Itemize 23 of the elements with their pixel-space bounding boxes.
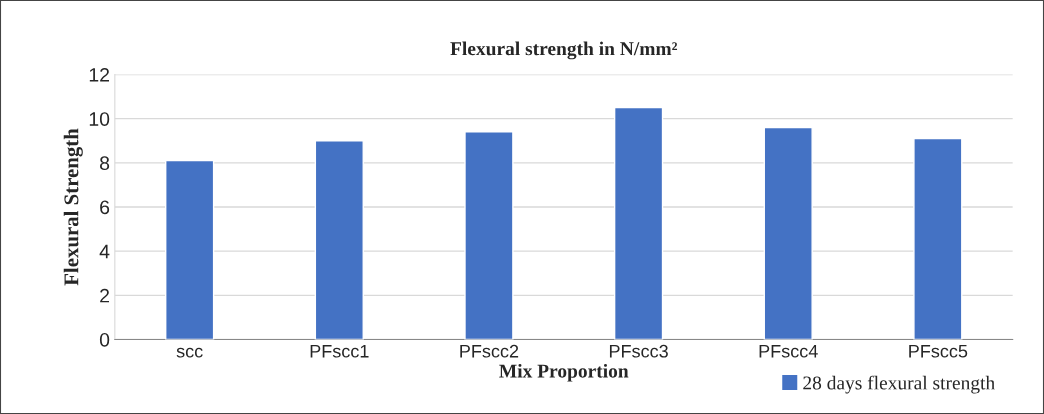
bar (613, 106, 664, 340)
y-tick-label: 8 (100, 156, 110, 171)
x-axis-title: Mix Proportion (499, 363, 629, 382)
x-tick-label: PFscc5 (909, 345, 968, 358)
x-tick-label: PFscc2 (460, 344, 519, 358)
bar (314, 140, 364, 340)
x-tick-label: PFscc4 (759, 345, 818, 358)
y-axis-title: Flexural Strength (63, 128, 83, 286)
legend-label: 28 days flexural strength (803, 375, 995, 394)
y-tick-label: 12 (89, 67, 109, 82)
x-tick-label: PFscc1 (310, 345, 369, 358)
bar (165, 159, 215, 340)
bar (763, 126, 813, 340)
x-tick-label: scc (176, 347, 203, 358)
y-tick-label: 6 (100, 200, 110, 215)
y-tick-label: 10 (89, 112, 110, 126)
bar (464, 131, 514, 340)
chart-title: Flexural strength in N/mm² (450, 41, 678, 60)
y-tick-label: 0 (99, 332, 110, 347)
x-tick-label: PFscc3 (609, 344, 668, 358)
y-tick-label: 2 (100, 288, 109, 303)
bar (913, 137, 963, 340)
y-tick-label: 4 (99, 244, 110, 259)
